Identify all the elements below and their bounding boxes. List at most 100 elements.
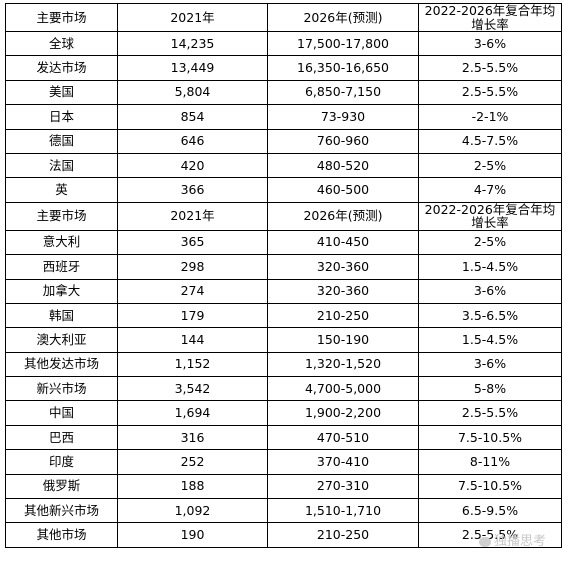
header-row: 主要市场 2021年 2026年(预测) 2022-2026年复合年均增长率 — [5, 201, 562, 231]
table-cell: 3-6% — [418, 278, 562, 304]
table-cell: 英 — [5, 177, 118, 203]
table-cell: 2.5-5.5% — [418, 55, 562, 81]
table-cell: 320-360 — [267, 254, 419, 280]
header-cell: 2026年(预测) — [267, 3, 419, 32]
table-cell: 7.5-10.5% — [418, 424, 562, 451]
table-cell: 韩国 — [5, 302, 118, 329]
table-cell: 2.5-5.5% — [418, 400, 562, 426]
table-cell: 其他市场 — [5, 522, 118, 548]
table-cell: 2.5-5.5% — [418, 522, 562, 548]
table-cell: 73-930 — [267, 104, 419, 130]
table-cell: 3,542 — [117, 376, 268, 402]
header-row: 主要市场 2021年 2026年(预测) 2022-2026年复合年均增长率 — [5, 3, 562, 32]
table-cell: 巴西 — [5, 424, 118, 451]
table-cell: 1,900-2,200 — [267, 400, 419, 426]
table-cell: 3-6% — [418, 30, 562, 57]
table-row: 俄罗斯 188 270-310 7.5-10.5% — [5, 473, 562, 500]
table-cell: 320-360 — [267, 278, 419, 304]
table-cell: 298 — [117, 254, 268, 280]
table-cell: 1,092 — [117, 498, 268, 524]
table-row: 发达市场 13,449 16,350-16,650 2.5-5.5% — [5, 55, 562, 81]
table-cell: 7.5-10.5% — [418, 473, 562, 500]
table-cell: 370-410 — [267, 449, 419, 475]
table-cell: 16,350-16,650 — [267, 55, 419, 81]
table-cell: 150-190 — [267, 327, 419, 353]
table-cell: 1,510-1,710 — [267, 498, 419, 524]
table-cell: 全球 — [5, 30, 118, 57]
table-cell: 日本 — [5, 104, 118, 130]
table-row: 其他发达市场 1,152 1,320-1,520 3-6% — [5, 351, 562, 378]
table-cell: 西班牙 — [5, 254, 118, 280]
table-cell: 6.5-9.5% — [418, 498, 562, 524]
table-cell: 460-500 — [267, 177, 419, 203]
table-cell: 4,700-5,000 — [267, 376, 419, 402]
table-row: 加拿大 274 320-360 3-6% — [5, 278, 562, 304]
table-cell: 1,152 — [117, 351, 268, 378]
table-row: 澳大利亚 144 150-190 1.5-4.5% — [5, 327, 562, 353]
table-cell: 1.5-4.5% — [418, 254, 562, 280]
market-table: 主要市场 2021年 2026年(预测) 2022-2026年复合年均增长率 全球 14,… — [5, 3, 562, 548]
table-cell: 17,500-17,800 — [267, 30, 419, 57]
table-cell: 316 — [117, 424, 268, 451]
table-cell: 270-310 — [267, 473, 419, 500]
table-cell: 410-450 — [267, 229, 419, 256]
table-cell: 其他发达市场 — [5, 351, 118, 378]
table-row: 其他新兴市场 1,092 1,510-1,710 6.5-9.5% — [5, 498, 562, 524]
table-cell: 470-510 — [267, 424, 419, 451]
table-cell: 13,449 — [117, 55, 268, 81]
table-cell: 760-960 — [267, 128, 419, 154]
table-row: 德国 646 760-960 4.5-7.5% — [5, 128, 562, 154]
table-cell: 366 — [117, 177, 268, 203]
table-cell: 210-250 — [267, 302, 419, 329]
table-row: 韩国 179 210-250 3.5-6.5% — [5, 302, 562, 329]
table-cell: 2-5% — [418, 229, 562, 256]
table-cell: 8-11% — [418, 449, 562, 475]
table-cell: 210-250 — [267, 522, 419, 548]
table-cell: -2-1% — [418, 104, 562, 130]
header-cell: 主要市场 — [5, 201, 118, 231]
table-cell: 1,320-1,520 — [267, 351, 419, 378]
table-row: 新兴市场 3,542 4,700-5,000 5-8% — [5, 376, 562, 402]
header-cell: 主要市场 — [5, 3, 118, 32]
table-row: 巴西 316 470-510 7.5-10.5% — [5, 424, 562, 451]
table-cell: 646 — [117, 128, 268, 154]
table-cell: 中国 — [5, 400, 118, 426]
table-cell: 法国 — [5, 152, 118, 179]
table-cell: 144 — [117, 327, 268, 353]
table-row: 中国 1,694 1,900-2,200 2.5-5.5% — [5, 400, 562, 426]
table-cell: 德国 — [5, 128, 118, 154]
header-cell: 2026年(预测) — [267, 201, 419, 231]
table-cell: 14,235 — [117, 30, 268, 57]
table-cell: 854 — [117, 104, 268, 130]
table-cell: 美国 — [5, 79, 118, 106]
table-cell: 1.5-4.5% — [418, 327, 562, 353]
table-row: 其他市场 190 210-250 2.5-5.5% — [5, 522, 562, 548]
table-cell: 4-7% — [418, 177, 562, 203]
table-cell: 4.5-7.5% — [418, 128, 562, 154]
table-row: 印度 252 370-410 8-11% — [5, 449, 562, 475]
header-cell: 2021年 — [117, 201, 268, 231]
header-cell: 2022-2026年复合年均增长率 — [418, 201, 562, 231]
table-cell: 6,850-7,150 — [267, 79, 419, 106]
table-row: 日本 854 73-930 -2-1% — [5, 104, 562, 130]
table-cell: 190 — [117, 522, 268, 548]
market-table-body: 主要市场 2021年 2026年(预测) 2022-2026年复合年均增长率 全球 14,… — [5, 3, 562, 548]
table-cell: 3-6% — [418, 351, 562, 378]
table-row: 全球 14,235 17,500-17,800 3-6% — [5, 30, 562, 57]
table-row: 意大利 365 410-450 2-5% — [5, 229, 562, 256]
table-cell: 澳大利亚 — [5, 327, 118, 353]
table-cell: 印度 — [5, 449, 118, 475]
table-row: 西班牙 298 320-360 1.5-4.5% — [5, 254, 562, 280]
table-cell: 5,804 — [117, 79, 268, 106]
table-cell: 3.5-6.5% — [418, 302, 562, 329]
header-cell: 2021年 — [117, 3, 268, 32]
table-cell: 480-520 — [267, 152, 419, 179]
table-cell: 俄罗斯 — [5, 473, 118, 500]
table-cell: 420 — [117, 152, 268, 179]
table-cell: 意大利 — [5, 229, 118, 256]
header-cell: 2022-2026年复合年均增长率 — [418, 3, 562, 32]
table-cell: 179 — [117, 302, 268, 329]
table-cell: 其他新兴市场 — [5, 498, 118, 524]
table-cell: 252 — [117, 449, 268, 475]
table-cell: 加拿大 — [5, 278, 118, 304]
